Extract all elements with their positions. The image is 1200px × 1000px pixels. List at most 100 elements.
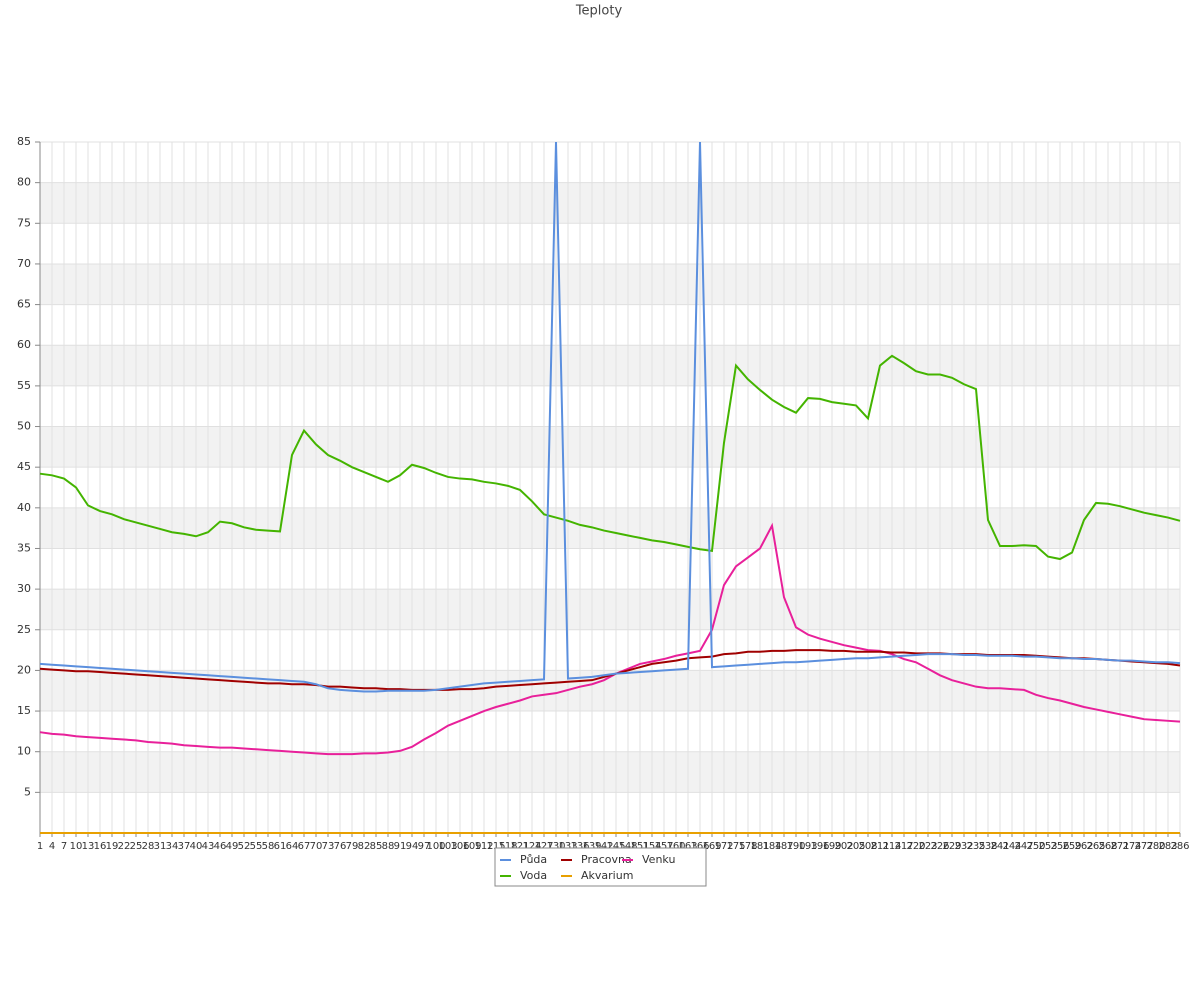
x-tick-label: 1 — [37, 841, 43, 852]
x-tick-label: 22 — [118, 841, 131, 852]
x-tick-label: 175 — [726, 841, 745, 852]
x-tick-label: 211 — [870, 841, 889, 852]
grid-band — [40, 426, 1180, 468]
x-tick-label: 13 — [82, 841, 95, 852]
x-tick-label: 247 — [1014, 841, 1033, 852]
y-tick-label: 60 — [17, 338, 31, 351]
y-tick-label: 40 — [17, 501, 31, 514]
x-tick-label: 25 — [130, 841, 143, 852]
legend-label: Voda — [520, 869, 547, 882]
x-tick-label: 70 — [310, 841, 323, 852]
x-tick-label: 79 — [346, 841, 359, 852]
x-tick-label: 283 — [1158, 841, 1177, 852]
x-tick-label: 88 — [382, 841, 395, 852]
series-line — [39, 141, 1181, 693]
x-tick-label: 232 — [954, 841, 973, 852]
x-tick-label: 274 — [1122, 841, 1141, 852]
x-tick-label: 43 — [202, 841, 215, 852]
x-tick-label: 55 — [250, 841, 263, 852]
x-tick-label: 277 — [1134, 841, 1153, 852]
x-tick-label: 130 — [546, 841, 565, 852]
x-tick-label: 142 — [594, 841, 613, 852]
x-tick-label: 205 — [846, 841, 865, 852]
y-tick-label: 20 — [17, 663, 31, 676]
y-tick-label: 25 — [17, 623, 31, 636]
x-tick-label: 259 — [1062, 841, 1081, 852]
x-tick-label: 37 — [178, 841, 191, 852]
x-tick-label: 7 — [61, 841, 67, 852]
x-tick-label: 181 — [750, 841, 769, 852]
legend-label: Pracovna — [581, 853, 632, 866]
x-tick-label: 94 — [406, 841, 419, 852]
x-tick-label: 100 — [426, 841, 445, 852]
x-tick-label: 286 — [1170, 841, 1189, 852]
x-tick-label: 262 — [1074, 841, 1093, 852]
x-tick-label: 163 — [678, 841, 697, 852]
x-tick-label: 199 — [822, 841, 841, 852]
x-tick-label: 187 — [774, 841, 793, 852]
x-tick-label: 28 — [142, 841, 155, 852]
y-tick-label: 70 — [17, 257, 31, 270]
x-tick-label: 52 — [238, 841, 251, 852]
x-tick-label: 139 — [582, 841, 601, 852]
x-tick-label: 136 — [570, 841, 589, 852]
x-tick-label: 61 — [274, 841, 287, 852]
y-tick-label: 75 — [17, 216, 31, 229]
x-tick-label: 241 — [990, 841, 1009, 852]
x-tick-label: 112 — [474, 841, 493, 852]
x-tick-label: 118 — [498, 841, 517, 852]
x-tick-label: 208 — [858, 841, 877, 852]
legend: Půda Pracovna Venku Voda Akvarium — [500, 853, 675, 882]
x-tick-label: 46 — [214, 841, 227, 852]
x-tick-label: 4 — [49, 841, 55, 852]
x-tick-label: 196 — [810, 841, 829, 852]
x-tick-label: 31 — [154, 841, 167, 852]
y-tick-label: 30 — [17, 582, 31, 595]
x-tick-label: 73 — [322, 841, 335, 852]
legend-box — [494, 847, 707, 887]
x-tick-label: 244 — [1002, 841, 1021, 852]
y-tick-label: 65 — [17, 298, 31, 311]
x-tick-label: 214 — [882, 841, 901, 852]
x-tick-label: 160 — [666, 841, 685, 852]
x-tick-label: 280 — [1146, 841, 1165, 852]
plot — [39, 141, 1181, 834]
x-tick-label: 178 — [738, 841, 757, 852]
x-tick-label: 115 — [486, 841, 505, 852]
x-tick-label: 190 — [786, 841, 805, 852]
legend-label: Venku — [642, 853, 675, 866]
x-tick-label: 40 — [190, 841, 203, 852]
x-tick-label: 58 — [262, 841, 275, 852]
y-tick-label: 15 — [17, 704, 31, 717]
series-line — [39, 522, 1181, 756]
grid-band — [40, 182, 1180, 224]
x-tick-label: 226 — [930, 841, 949, 852]
x-tick-label: 64 — [286, 841, 299, 852]
x-tick-label: 184 — [762, 841, 781, 852]
x-tick-label: 106 — [450, 841, 469, 852]
x-tick-label: 238 — [978, 841, 997, 852]
y-tick-label: 35 — [17, 541, 31, 554]
x-tick-label: 85 — [370, 841, 383, 852]
plot-background: 1 4 7 10 13 16 19 22 25 28 31 34 37 40 43 46 49 52 55 58 61 6… — [17, 135, 1190, 852]
y-tick-label: 5 — [24, 785, 31, 798]
grid-band — [40, 345, 1180, 386]
grid-band — [40, 589, 1180, 630]
x-tick-label: 82 — [358, 841, 371, 852]
x-tick-label: 172 — [714, 841, 733, 852]
x-tick-label: 271 — [1110, 841, 1129, 852]
x-tick-label: 202 — [834, 841, 853, 852]
x-tick-label: 10 — [70, 841, 83, 852]
x-tick-label: 157 — [654, 841, 673, 852]
x-tick-label: 34 — [166, 841, 179, 852]
y-tick-label: 80 — [17, 176, 31, 189]
x-tick-label: 19 — [106, 841, 119, 852]
x-tick-label: 121 — [510, 841, 529, 852]
legend-label: Půda — [520, 853, 547, 866]
x-tick-label: 223 — [918, 841, 937, 852]
x-tick-label: 250 — [1026, 841, 1045, 852]
x-tick-label: 97 — [418, 841, 431, 852]
x-tick-label: 265 — [1086, 841, 1105, 852]
y-tick-label: 45 — [17, 460, 31, 473]
